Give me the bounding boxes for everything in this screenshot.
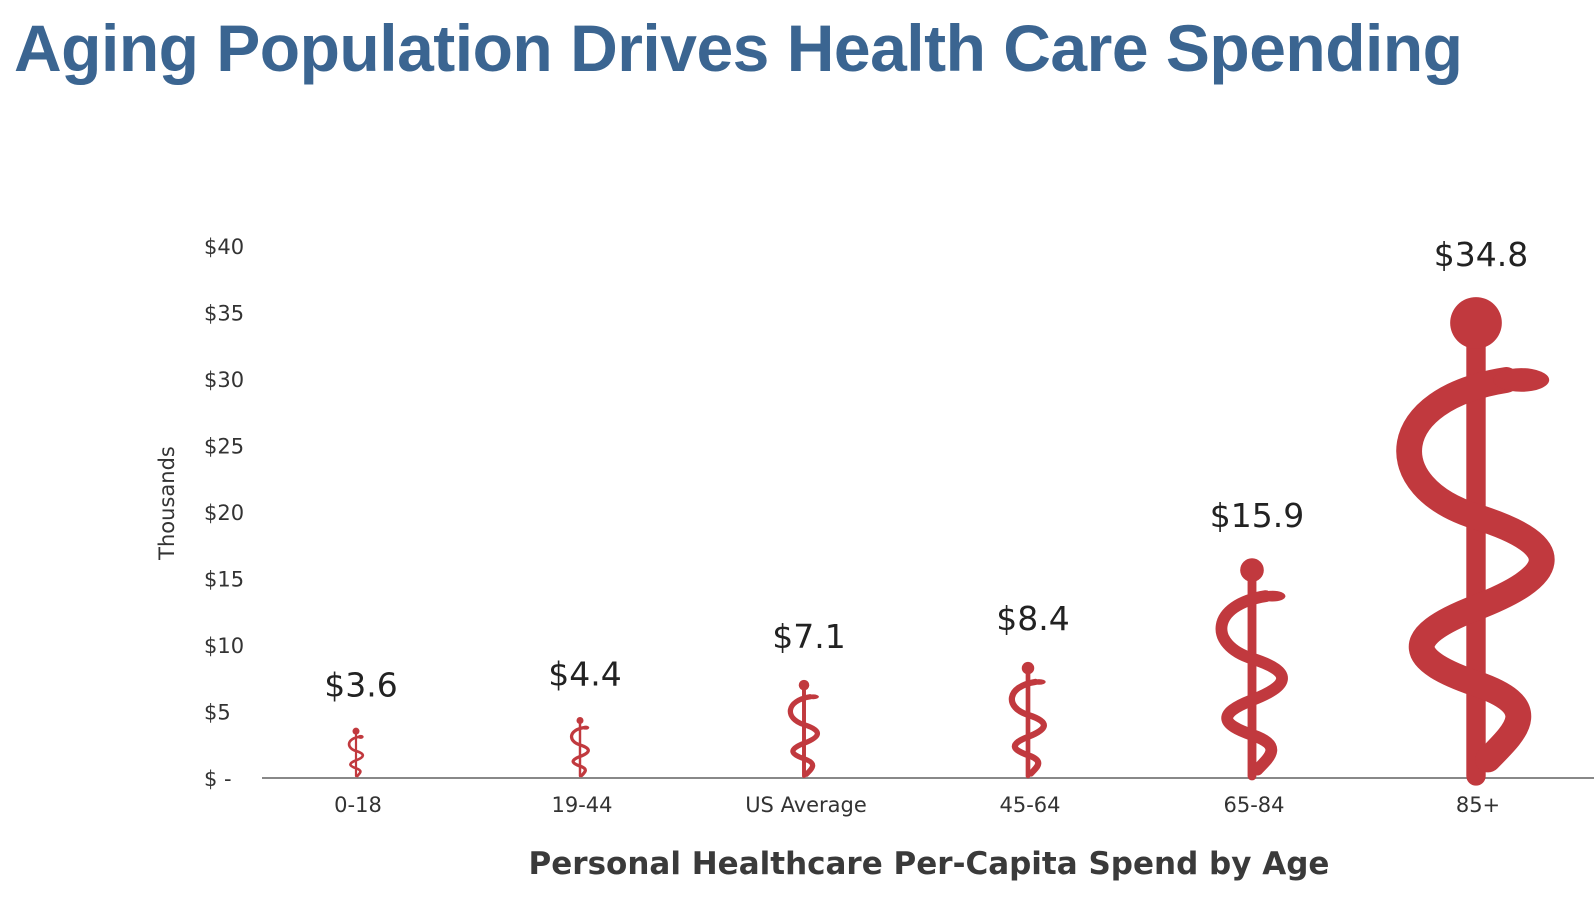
bar-mark <box>787 679 821 778</box>
x-tick-label: 85+ <box>1456 793 1500 817</box>
bar-mark <box>1215 558 1288 781</box>
y-tick-label: $5 <box>204 701 231 725</box>
data-label: $3.6 <box>324 665 397 704</box>
y-axis-ticks: $ - $5 $10 $15 $20 $25 $30 $35 $40 <box>204 235 244 791</box>
x-tick-label: 0-18 <box>334 793 382 817</box>
data-label: $4.4 <box>548 654 621 693</box>
bar-mark <box>1008 661 1047 779</box>
bar-mark <box>1396 297 1555 786</box>
data-label: $7.1 <box>772 617 845 656</box>
bar-mark <box>347 727 365 778</box>
x-tick-label: 65-84 <box>1223 793 1284 817</box>
page-title: Aging Population Drives Health Care Spen… <box>14 11 1463 85</box>
x-tick-label: US Average <box>745 793 867 817</box>
bar-mark <box>569 717 590 778</box>
data-label: $15.9 <box>1210 496 1304 535</box>
y-axis-label: Thousands <box>155 446 179 561</box>
x-tick-label: 45-64 <box>999 793 1060 817</box>
y-tick-label: $15 <box>204 568 244 592</box>
y-tick-label: $25 <box>204 435 244 459</box>
y-tick-label: $ - <box>204 767 232 791</box>
data-label: $8.4 <box>996 599 1069 638</box>
y-tick-label: $35 <box>204 302 244 326</box>
chart-marks <box>347 297 1555 786</box>
x-axis-label: Personal Healthcare Per-Capita Spend by … <box>529 846 1330 882</box>
y-tick-label: $20 <box>204 501 244 525</box>
x-tick-label: 19-44 <box>551 793 612 817</box>
y-tick-label: $40 <box>204 235 244 259</box>
data-labels: $3.6 $4.4 $7.1 $8.4 $15.9 $34.8 <box>324 235 1528 704</box>
x-axis-ticks: 0-18 19-44 US Average 45-64 65-84 85+ <box>334 793 1500 817</box>
data-label: $34.8 <box>1434 235 1528 274</box>
y-tick-label: $30 <box>204 368 244 392</box>
y-tick-label: $10 <box>204 634 244 658</box>
